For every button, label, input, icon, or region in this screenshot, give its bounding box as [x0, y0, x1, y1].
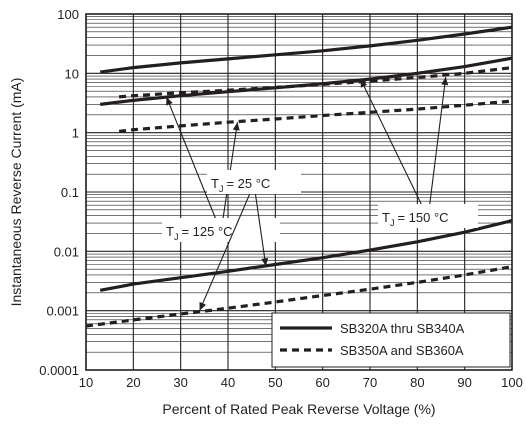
annotation-arrowhead [261, 257, 269, 267]
annotation-label-background [378, 204, 478, 228]
x-tick-label: 50 [268, 375, 282, 390]
legend: SB320A thru SB340A SB350A and SB360A [271, 312, 511, 368]
annotation-arrowhead [199, 301, 206, 311]
annotation-leader-line [427, 76, 447, 219]
legend-label: SB320A thru SB340A [340, 321, 465, 336]
y-tick-label: 0.01 [54, 244, 79, 259]
annotation-arrowhead [360, 79, 368, 88]
annotation-arrowhead [441, 76, 449, 86]
x-axis-label: Percent of Rated Peak Reverse Voltage (%… [162, 401, 435, 417]
annotation-arrowhead [232, 122, 240, 131]
y-tick-label: 10 [65, 66, 79, 81]
annotation-leader-line [360, 78, 429, 219]
y-tick-label: 0.0001 [39, 363, 79, 378]
annotation-label-background [207, 170, 301, 194]
x-tick-label: 60 [315, 375, 329, 390]
x-tick-label: 10 [79, 375, 93, 390]
x-tick-label: 70 [363, 375, 377, 390]
y-axis-tick-labels: 0.0001 0.001 0.01 0.1 1 10 100 [39, 7, 79, 378]
y-tick-label: 0.001 [46, 304, 79, 319]
curves-layer [85, 25, 513, 328]
legend-box [271, 312, 511, 368]
x-tick-label: 80 [410, 375, 424, 390]
y-tick-label: 0.1 [61, 185, 79, 200]
series-line-dashed-tj125 [118, 99, 513, 133]
annotation-leader-line [165, 96, 222, 233]
x-axis-tick-labels: 10 20 30 40 50 60 70 80 90 100 [79, 375, 523, 390]
series-line-solid-tj25 [99, 219, 513, 292]
y-axis-label: Instantaneous Reverse Current (mA) [8, 78, 24, 307]
annotation-leader-line [253, 183, 267, 267]
y-tick-label: 100 [57, 7, 79, 22]
legend-label: SB350A and SB360A [340, 343, 464, 358]
plot-frame [85, 13, 513, 371]
x-tick-label: 30 [173, 375, 187, 390]
x-tick-label: 40 [221, 375, 235, 390]
annotation-label-tj150: TJ = 150 °C [382, 210, 449, 228]
x-tick-label: 100 [501, 375, 523, 390]
x-tick-label: 20 [126, 375, 140, 390]
x-tick-label: 90 [457, 375, 471, 390]
annotation-label-tj25: TJ = 25 °C [211, 176, 270, 194]
annotation-layer: TJ = 150 °C TJ = 125 °C TJ = 25 °C [162, 76, 478, 311]
y-tick-label: 1 [72, 126, 79, 141]
series-line-dashed-tj150 [118, 66, 513, 99]
annotation-label-tj125: TJ = 125 °C [166, 224, 233, 242]
annotation-arrowhead [166, 96, 173, 106]
series-line-solid-tj150 [99, 25, 513, 74]
annotation-leader-line [199, 183, 255, 311]
